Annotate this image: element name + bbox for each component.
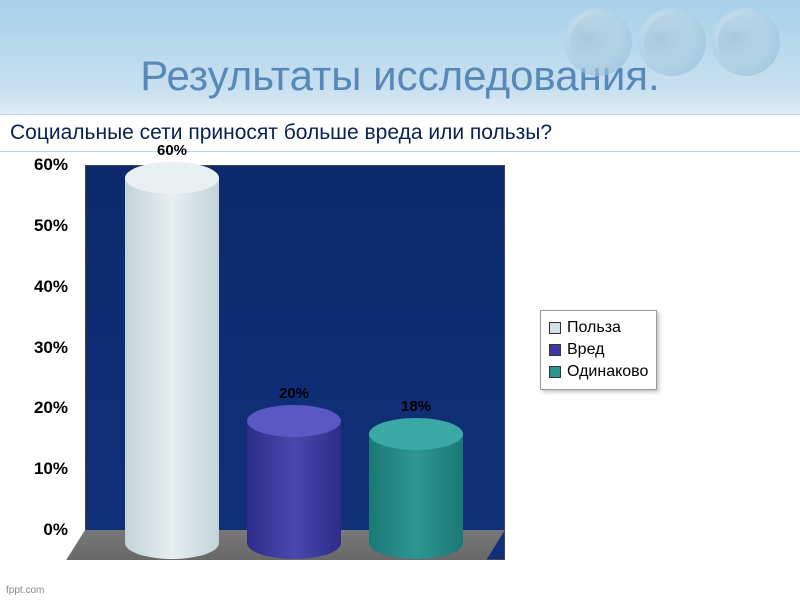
- bar-top-ellipse: [125, 162, 219, 194]
- legend-swatch: [549, 322, 561, 334]
- legend-label: Одинаково: [567, 363, 648, 381]
- legend-label: Польза: [567, 319, 621, 337]
- y-axis-tick: 50%: [20, 216, 68, 236]
- watermark: fppt.com: [6, 585, 44, 596]
- bar-bottom-ellipse: [125, 527, 219, 559]
- legend-swatch: [549, 344, 561, 356]
- y-axis-tick: 40%: [20, 277, 68, 297]
- bar-cylinder: 18%: [369, 434, 463, 544]
- globe-icon: [712, 8, 780, 76]
- bar-body: [125, 178, 219, 543]
- legend-item: Вред: [549, 339, 648, 361]
- bar-cylinder: 20%: [247, 421, 341, 543]
- y-axis-tick: 20%: [20, 398, 68, 418]
- y-axis-tick: 60%: [20, 155, 68, 175]
- bar-body: [247, 421, 341, 543]
- globe-icon: [638, 8, 706, 76]
- bar-value-label: 18%: [369, 398, 463, 415]
- bar-bottom-ellipse: [369, 527, 463, 559]
- bar-top-ellipse: [369, 418, 463, 450]
- y-axis-tick: 0%: [20, 520, 68, 540]
- chart-area: 0%10%20%30%40%50%60% 60%20%18% ПользаВре…: [10, 165, 790, 585]
- decorative-globes: [564, 8, 780, 76]
- bar-cylinder: 60%: [125, 178, 219, 543]
- subtitle-bar: Социальные сети приносят больше вреда ил…: [0, 114, 800, 152]
- bar-value-label: 20%: [247, 385, 341, 402]
- y-axis-tick: 10%: [20, 459, 68, 479]
- legend: Польза Вред Одинаково: [540, 310, 657, 390]
- legend-item: Польза: [549, 317, 648, 339]
- legend-item: Одинаково: [549, 361, 648, 383]
- legend-label: Вред: [567, 341, 604, 359]
- y-axis-tick: 30%: [20, 338, 68, 358]
- bar-value-label: 60%: [125, 142, 219, 159]
- bar-bottom-ellipse: [247, 527, 341, 559]
- globe-icon: [564, 8, 632, 76]
- legend-swatch: [549, 366, 561, 378]
